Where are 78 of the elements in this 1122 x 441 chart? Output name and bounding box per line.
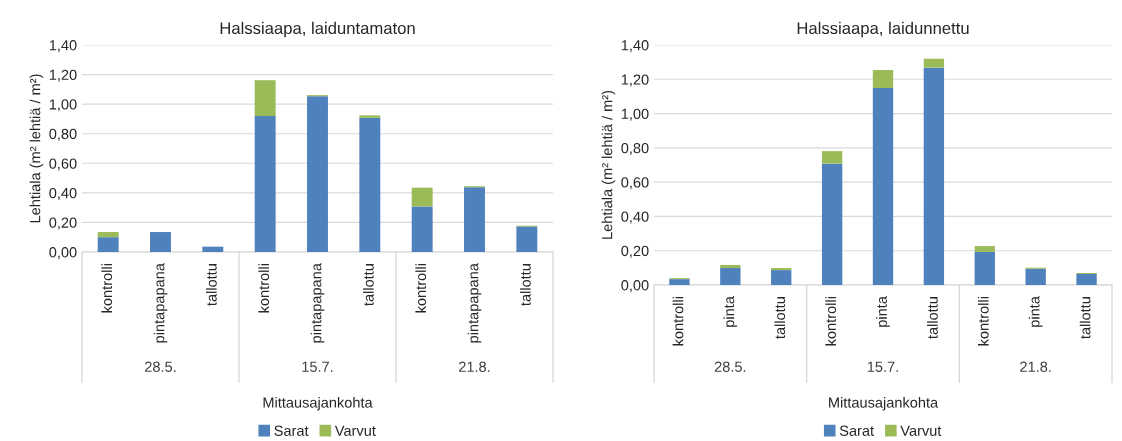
bar	[464, 187, 485, 252]
bar	[1076, 274, 1097, 285]
bar	[771, 270, 792, 285]
y-tick-label: 1,00	[621, 108, 649, 121]
x-tick-label: pintapapana	[153, 263, 168, 343]
bar	[923, 58, 945, 68]
y-tick-label: 0,20	[621, 245, 649, 258]
y-tick-label: 0,60	[49, 158, 77, 171]
bar	[872, 70, 894, 89]
bar	[720, 264, 741, 269]
x-tick-label: tallottu	[1079, 297, 1091, 339]
y-tick-label: 0,00	[621, 280, 649, 293]
y-tick-label: 1,20	[621, 74, 649, 87]
bar	[1025, 268, 1046, 285]
y-tick-label: 0,40	[621, 211, 649, 224]
y-axis-title: Lehtiala (m² lehtiä / m²)	[601, 90, 616, 239]
x-tick-label: pintapapana	[467, 263, 482, 343]
x-tick-label: pinta	[723, 296, 738, 327]
x-axis-title: Mittausajankohta	[829, 397, 939, 411]
bar	[97, 232, 119, 238]
bar	[254, 116, 276, 252]
x-tick-label: kontrolli	[415, 264, 427, 313]
text: 21.8.	[1020, 361, 1051, 372]
bar	[202, 246, 224, 252]
text: 28.5.	[714, 361, 746, 372]
text: 15.7.	[867, 361, 898, 372]
bar	[254, 80, 276, 117]
bar	[872, 88, 894, 285]
bar	[411, 187, 433, 207]
x-tick-label: kontrolli	[977, 297, 989, 346]
text: 15.7.	[302, 361, 333, 372]
x-tick-label: tallottu	[363, 264, 374, 306]
y-tick-label: 0,80	[621, 142, 649, 156]
bar	[150, 232, 171, 252]
bar	[821, 163, 843, 285]
x-tick-label: pintapapana	[310, 263, 325, 343]
x-tick-label: kontrolli	[101, 264, 113, 313]
y-tick-label: 0,60	[621, 177, 649, 190]
bar	[516, 226, 538, 252]
y-tick-label: 0,00	[49, 247, 77, 260]
legend-label: Sarat	[274, 425, 309, 436]
y-tick-label: 0,20	[49, 217, 77, 230]
y-tick-label: 1,40	[621, 40, 649, 53]
x-tick-label: pinta	[876, 296, 890, 327]
x-tick-label: kontrolli	[672, 297, 684, 346]
text: 21.8.	[459, 361, 490, 372]
chart-title: Halssiaapa, laiduntamaton	[220, 21, 415, 38]
x-tick-label: tallottu	[520, 264, 531, 306]
y-tick-label: 1,20	[49, 69, 77, 82]
bar	[821, 151, 843, 164]
bar	[974, 251, 995, 285]
x-axis-title: Mittausajankohta	[263, 397, 373, 411]
y-axis-title: Lehtiala (m² lehtiä / m²)	[29, 74, 44, 223]
chart-title: Halssiaapa, laidunnettu	[797, 21, 969, 38]
legend-label: Varvut	[334, 425, 376, 436]
bar	[307, 96, 328, 252]
x-tick-label: kontrolli	[825, 297, 837, 346]
bar	[923, 67, 945, 285]
x-tick-label: tallottu	[774, 297, 786, 339]
bar	[771, 268, 792, 271]
bar	[359, 115, 381, 118]
y-tick-label: 1,00	[49, 99, 77, 112]
bar	[669, 279, 690, 285]
x-tick-label: tallottu	[927, 297, 938, 339]
text: 28.5.	[145, 361, 176, 372]
legend-label: Sarat	[839, 425, 874, 436]
bar	[359, 117, 381, 252]
x-tick-label: kontrolli	[258, 264, 270, 313]
x-tick-label: pinta	[1028, 296, 1043, 327]
y-tick-label: 0,40	[49, 187, 77, 201]
bar	[720, 268, 741, 285]
legend-label: Varvut	[900, 425, 942, 436]
y-tick-label: 0,80	[49, 128, 77, 141]
bar	[97, 237, 119, 252]
bar	[974, 246, 995, 252]
bar	[411, 206, 433, 252]
y-tick-label: 1,40	[49, 40, 77, 53]
x-tick-label: tallottu	[206, 264, 217, 306]
